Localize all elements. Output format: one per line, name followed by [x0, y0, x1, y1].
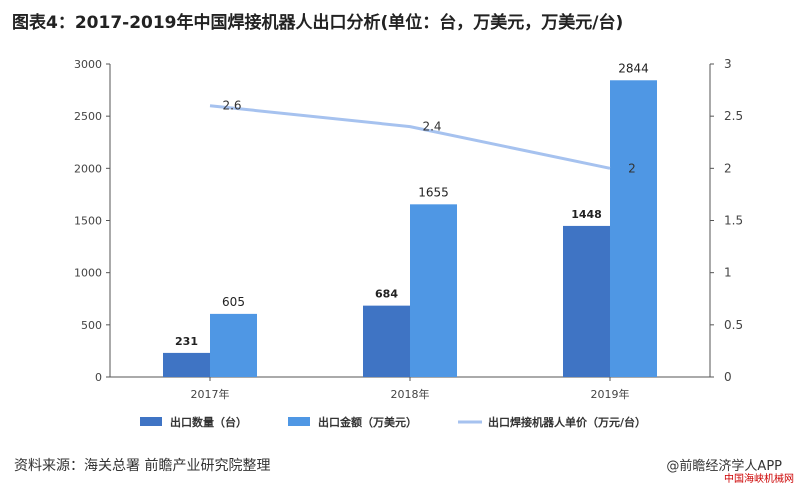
legend-label: 出口焊接机器人单价（万元/台） — [488, 415, 646, 429]
price-data-label: 2 — [628, 161, 636, 175]
left-tick-label: 1500 — [74, 215, 102, 228]
quantity-bar — [563, 225, 610, 377]
quantity-data-label: 684 — [375, 288, 398, 301]
amount-data-label: 605 — [222, 295, 245, 309]
amount-data-label: 1655 — [418, 185, 449, 199]
right-tick-label: 0 — [724, 370, 732, 384]
source-note: 资料来源：海关总署 前瞻产业研究院整理 — [14, 458, 271, 474]
brand-tag: @前瞻经济学人APP — [666, 459, 782, 474]
amount-bar — [210, 313, 257, 377]
right-tick-label: 1.5 — [724, 214, 743, 228]
legend-swatch — [140, 417, 162, 426]
quantity-bar — [163, 352, 210, 377]
legend-label: 出口数量（台） — [170, 415, 247, 429]
amount-bar — [610, 80, 657, 377]
right-tick-label: 0.5 — [724, 318, 743, 332]
site-watermark: 中国海峡机械网 — [724, 474, 794, 485]
x-tick-label: 2018年 — [391, 387, 430, 401]
right-tick-label: 2.5 — [724, 109, 743, 123]
amount-bar — [410, 204, 457, 377]
price-data-label: 2.4 — [422, 120, 441, 134]
price-data-label: 2.6 — [222, 99, 241, 113]
chart-title: 图表4：2017-2019年中国焊接机器人出口分析(单位：台，万美元，万美元/台… — [12, 13, 624, 33]
left-tick-label: 3000 — [74, 58, 102, 71]
left-tick-label: 1000 — [74, 267, 102, 280]
right-tick-label: 3 — [724, 57, 732, 71]
left-tick-label: 500 — [81, 319, 102, 332]
right-tick-label: 1 — [724, 266, 732, 280]
x-tick-label: 2019年 — [591, 387, 630, 401]
legend-swatch — [288, 417, 310, 426]
x-tick-label: 2017年 — [191, 387, 230, 401]
price-line — [209, 104, 611, 170]
amount-data-label: 2844 — [618, 61, 649, 75]
left-tick-label: 2500 — [74, 110, 102, 123]
right-tick-label: 2 — [724, 161, 732, 175]
quantity-data-label: 1448 — [571, 208, 602, 221]
left-tick-label: 0 — [95, 371, 102, 384]
legend-label: 出口金额（万美元） — [318, 415, 417, 429]
quantity-bar — [363, 305, 410, 377]
quantity-data-label: 231 — [175, 335, 198, 348]
left-tick-label: 2000 — [74, 162, 102, 175]
